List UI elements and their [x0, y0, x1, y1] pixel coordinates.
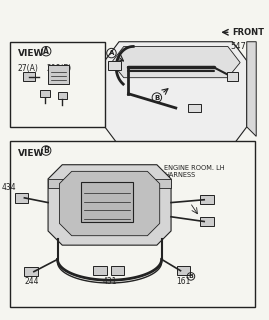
Text: 244: 244: [24, 277, 39, 286]
Text: 208(E): 208(E): [46, 64, 71, 73]
Bar: [58, 92, 67, 99]
Bar: [10, 42, 105, 127]
Bar: [200, 217, 214, 226]
Text: B: B: [154, 94, 160, 100]
Polygon shape: [59, 171, 160, 236]
Polygon shape: [48, 165, 171, 245]
Bar: [93, 266, 107, 276]
Text: B: B: [43, 146, 49, 155]
Polygon shape: [247, 42, 256, 136]
Bar: [188, 104, 201, 112]
Bar: [108, 61, 121, 70]
Bar: [227, 72, 238, 81]
Text: ENGINE ROOM. LH
HARNESS: ENGINE ROOM. LH HARNESS: [164, 165, 225, 178]
Polygon shape: [111, 46, 240, 78]
Polygon shape: [48, 179, 171, 188]
Text: VIEW: VIEW: [18, 49, 44, 58]
Bar: [15, 193, 28, 203]
Text: FRONT: FRONT: [233, 28, 265, 37]
Text: 434: 434: [1, 183, 16, 192]
Text: A: A: [109, 50, 114, 56]
Text: 161: 161: [176, 277, 190, 286]
Bar: [10, 141, 255, 307]
Bar: [177, 266, 190, 276]
Bar: [111, 266, 124, 276]
Text: VIEW: VIEW: [18, 149, 44, 158]
Bar: [41, 91, 50, 97]
Bar: [24, 267, 38, 276]
Text: SRS
HARNESS: SRS HARNESS: [108, 190, 141, 204]
Bar: [23, 72, 35, 82]
Text: 431: 431: [103, 277, 118, 286]
Bar: [81, 182, 133, 221]
Polygon shape: [105, 42, 247, 146]
Text: 547: 547: [231, 42, 247, 51]
Bar: [48, 65, 69, 84]
Bar: [200, 195, 214, 204]
Text: 27(A): 27(A): [18, 64, 39, 73]
Text: A: A: [43, 47, 49, 56]
Text: B: B: [189, 274, 193, 279]
